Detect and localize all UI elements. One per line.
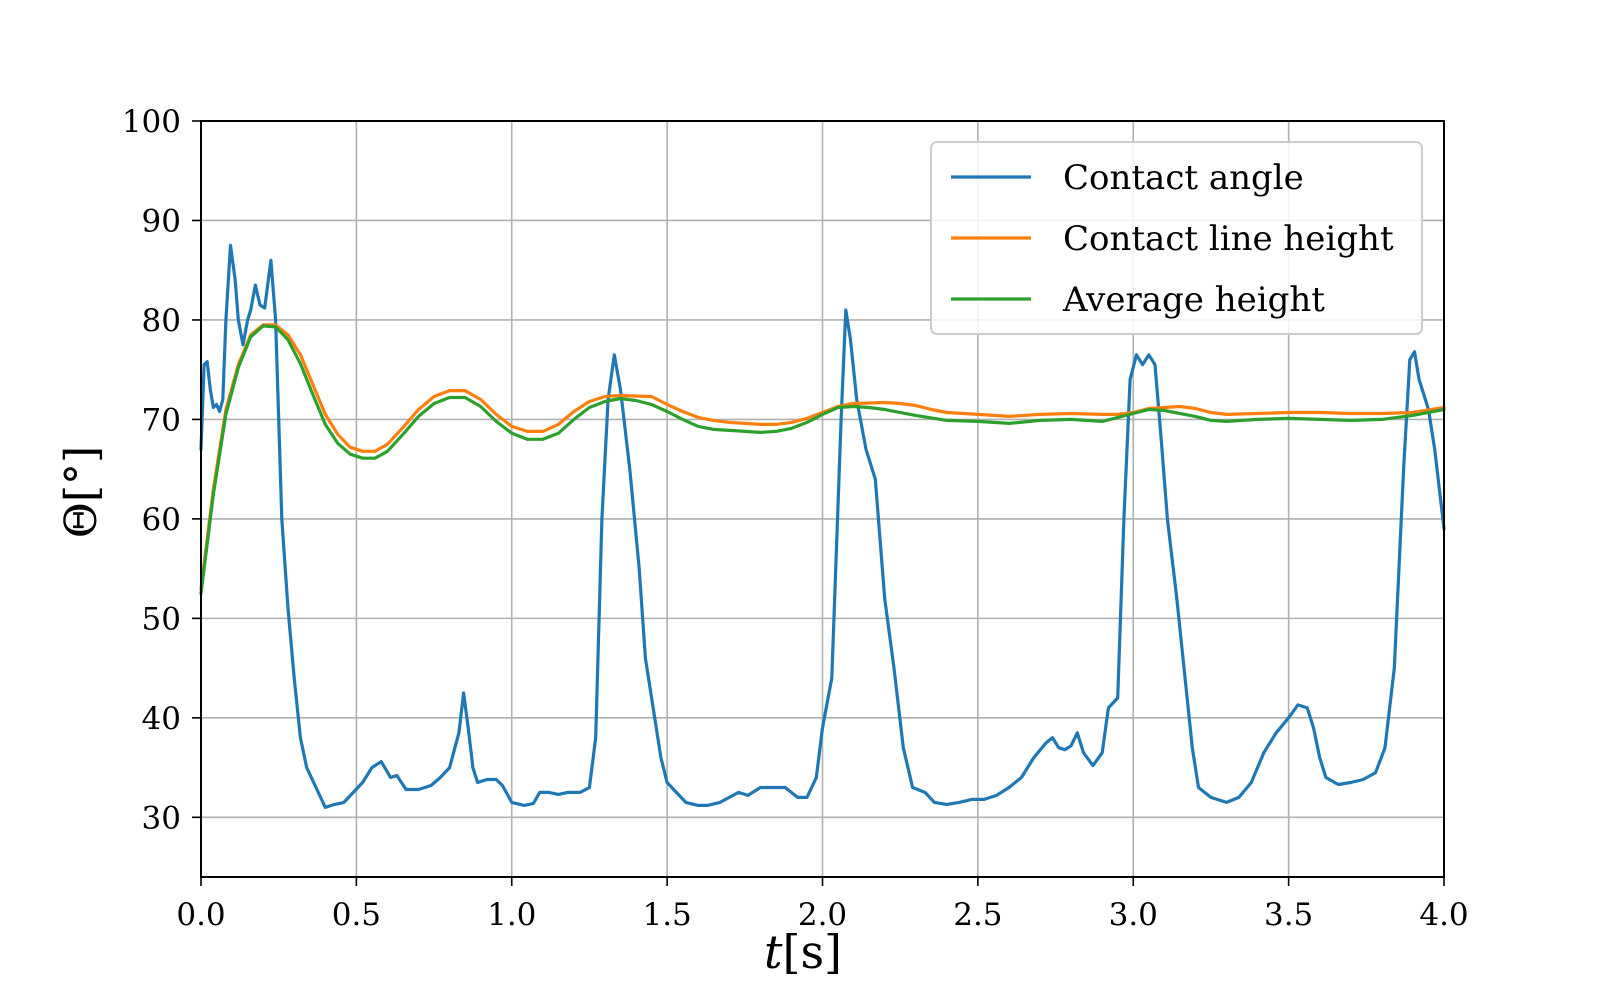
x-axis-label: t[s] <box>764 925 842 979</box>
svg-text:Θ[°]: Θ[°] <box>56 446 107 538</box>
x-tick-label: 2.5 <box>953 897 1002 933</box>
y-tick-label: 40 <box>142 701 181 737</box>
y-axis-label: Θ[°] <box>56 446 107 538</box>
x-tick-label: 1.0 <box>487 897 536 933</box>
y-tick-label: 100 <box>122 104 181 140</box>
y-axis-label-unit: [°] <box>56 446 107 502</box>
y-tick-label: 70 <box>142 402 181 438</box>
x-tick-label: 3.0 <box>1109 897 1158 933</box>
svg-text:t[s]: t[s] <box>764 925 842 979</box>
x-tick-label: 1.5 <box>642 897 691 933</box>
x-tick-label: 0.0 <box>176 897 225 933</box>
x-tick-label: 3.5 <box>1264 897 1313 933</box>
x-tick-label: 0.5 <box>332 897 381 933</box>
y-tick-label: 30 <box>142 800 181 836</box>
series-line-contact-angle <box>199 243 1446 809</box>
legend-box <box>930 141 1423 335</box>
x-tick-label: 4.0 <box>1419 897 1468 933</box>
x-axis-label-variable: t <box>764 925 783 979</box>
legend-label-average-height: Average height <box>1062 280 1325 320</box>
x-tick-label: 2.0 <box>798 897 847 933</box>
x-axis-label-unit: [s] <box>783 925 843 979</box>
plot-lines <box>199 243 1446 809</box>
legend-label-contact-angle: Contact angle <box>1063 158 1304 198</box>
y-axis-label-symbol: Θ <box>56 502 107 538</box>
y-tick-label: 60 <box>142 502 181 538</box>
series-line-contact-line-height <box>199 323 1446 591</box>
y-tick-label: 50 <box>142 601 181 637</box>
y-tick-label: 80 <box>142 303 181 339</box>
axis-ticks: 0.0 0.5 1.0 1.5 2.0 2.5 3.0 3.5 4.0 30 40 50 60 70 80 9… <box>122 104 1469 933</box>
legend-label-contact-line-height: Contact line height <box>1063 219 1394 259</box>
series-line-average-height <box>199 324 1446 596</box>
legend: Contact angle Contact line height Average … <box>930 141 1423 335</box>
y-tick-label: 90 <box>142 203 181 239</box>
